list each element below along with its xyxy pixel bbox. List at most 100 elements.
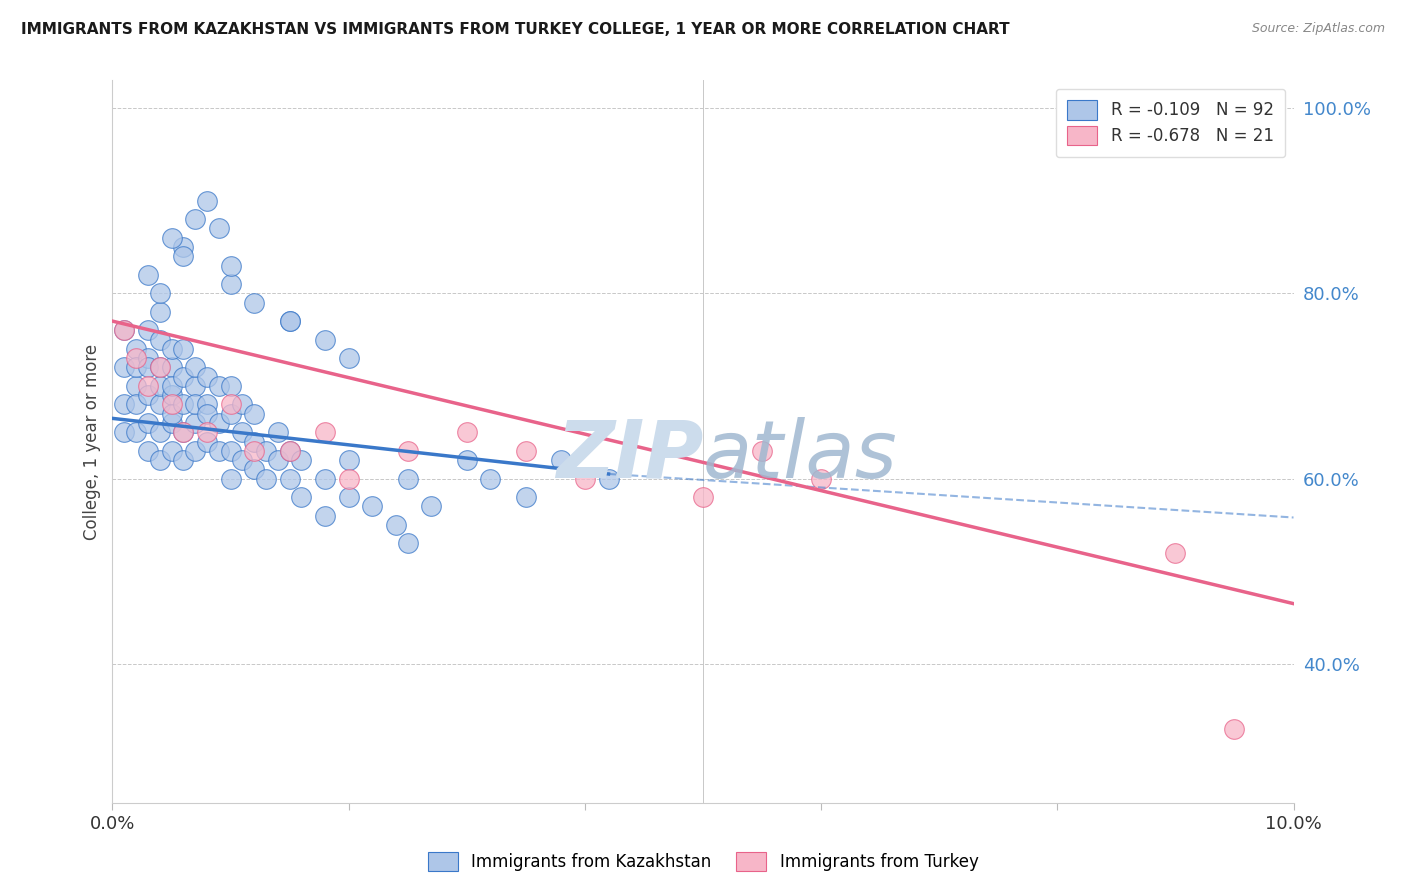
- Point: [243, 462, 266, 476]
- Point: [243, 443, 266, 458]
- Point: [160, 397, 183, 411]
- Point: [160, 342, 183, 356]
- Point: [278, 472, 301, 486]
- Point: [195, 369, 218, 384]
- Point: [208, 416, 231, 430]
- Point: [172, 425, 194, 440]
- Point: [149, 305, 172, 319]
- Point: [136, 416, 159, 430]
- Point: [290, 490, 312, 504]
- Point: [136, 360, 159, 375]
- Point: [184, 416, 207, 430]
- Point: [184, 443, 207, 458]
- Point: [515, 490, 537, 504]
- Point: [314, 472, 336, 486]
- Point: [267, 453, 290, 467]
- Legend: Immigrants from Kazakhstan, Immigrants from Turkey: Immigrants from Kazakhstan, Immigrants f…: [419, 843, 987, 880]
- Point: [125, 425, 148, 440]
- Point: [208, 379, 231, 393]
- Point: [219, 407, 242, 421]
- Point: [314, 508, 336, 523]
- Point: [184, 379, 207, 393]
- Point: [456, 425, 478, 440]
- Point: [149, 360, 172, 375]
- Point: [337, 453, 360, 467]
- Point: [149, 425, 172, 440]
- Point: [1164, 546, 1187, 560]
- Point: [149, 397, 172, 411]
- Point: [254, 472, 277, 486]
- Point: [172, 425, 194, 440]
- Point: [231, 453, 253, 467]
- Point: [149, 286, 172, 301]
- Point: [219, 379, 242, 393]
- Point: [751, 443, 773, 458]
- Point: [195, 407, 218, 421]
- Point: [172, 249, 194, 263]
- Point: [125, 360, 148, 375]
- Point: [172, 453, 194, 467]
- Point: [550, 453, 572, 467]
- Point: [208, 221, 231, 235]
- Point: [172, 342, 194, 356]
- Point: [420, 500, 443, 514]
- Point: [136, 388, 159, 402]
- Point: [810, 472, 832, 486]
- Point: [314, 425, 336, 440]
- Point: [136, 443, 159, 458]
- Point: [231, 425, 253, 440]
- Point: [136, 379, 159, 393]
- Point: [361, 500, 384, 514]
- Point: [184, 360, 207, 375]
- Point: [184, 397, 207, 411]
- Point: [231, 397, 253, 411]
- Point: [172, 240, 194, 254]
- Point: [396, 536, 419, 550]
- Point: [160, 416, 183, 430]
- Point: [385, 517, 408, 532]
- Point: [1223, 722, 1246, 736]
- Point: [337, 351, 360, 366]
- Point: [160, 231, 183, 245]
- Point: [598, 472, 620, 486]
- Point: [267, 425, 290, 440]
- Point: [243, 295, 266, 310]
- Text: ZIP: ZIP: [555, 417, 703, 495]
- Point: [515, 443, 537, 458]
- Point: [125, 342, 148, 356]
- Point: [692, 490, 714, 504]
- Text: Source: ZipAtlas.com: Source: ZipAtlas.com: [1251, 22, 1385, 36]
- Point: [149, 379, 172, 393]
- Text: atlas: atlas: [703, 417, 898, 495]
- Point: [278, 443, 301, 458]
- Point: [149, 333, 172, 347]
- Point: [278, 314, 301, 328]
- Point: [172, 397, 194, 411]
- Point: [396, 443, 419, 458]
- Point: [125, 397, 148, 411]
- Point: [149, 453, 172, 467]
- Point: [254, 443, 277, 458]
- Point: [112, 425, 135, 440]
- Y-axis label: College, 1 year or more: College, 1 year or more: [83, 343, 101, 540]
- Point: [112, 323, 135, 337]
- Point: [184, 212, 207, 227]
- Point: [172, 369, 194, 384]
- Point: [160, 379, 183, 393]
- Point: [136, 351, 159, 366]
- Point: [574, 472, 596, 486]
- Point: [219, 472, 242, 486]
- Point: [278, 443, 301, 458]
- Point: [243, 407, 266, 421]
- Point: [149, 360, 172, 375]
- Point: [337, 472, 360, 486]
- Point: [208, 443, 231, 458]
- Point: [112, 323, 135, 337]
- Point: [195, 194, 218, 208]
- Point: [219, 277, 242, 291]
- Point: [195, 425, 218, 440]
- Point: [160, 407, 183, 421]
- Point: [479, 472, 502, 486]
- Point: [112, 360, 135, 375]
- Point: [337, 490, 360, 504]
